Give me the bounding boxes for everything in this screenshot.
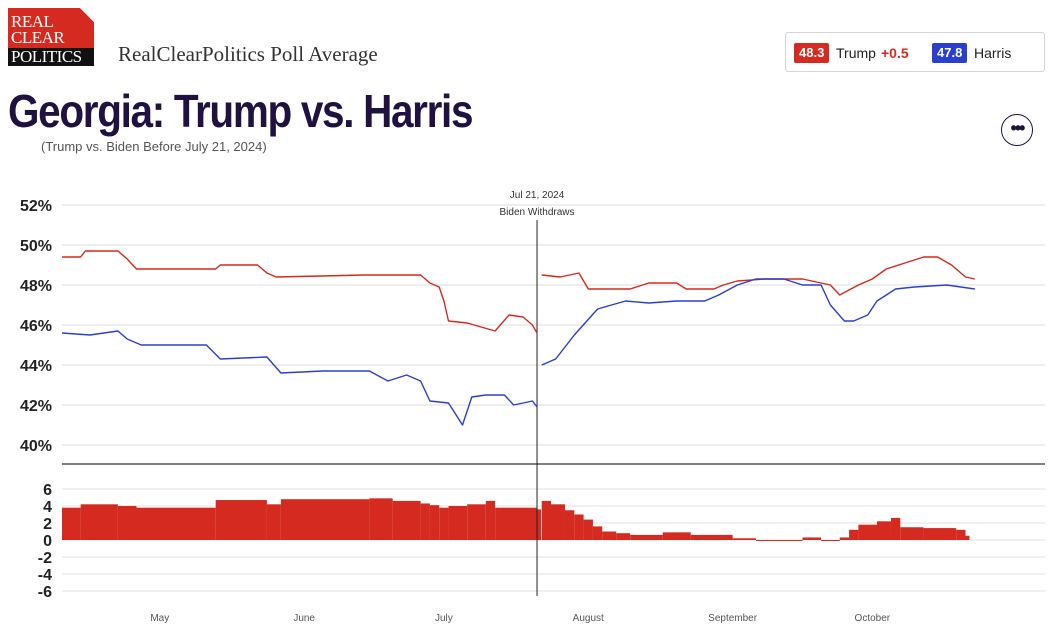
x-month-label: June	[293, 613, 315, 624]
spread-bar	[821, 540, 840, 541]
main-y-tick-label: 42%	[20, 398, 52, 415]
more-options-button[interactable]: •••	[1001, 114, 1033, 146]
spread-bar	[583, 519, 593, 540]
legend-box: 48.3 Trump +0.5 47.8 Harris	[785, 32, 1045, 72]
annotation-date: Jul 21, 2024	[510, 190, 565, 201]
main-y-tick-label: 48%	[20, 278, 52, 295]
spread-bar	[537, 509, 542, 540]
harris-series-line	[541, 278, 975, 366]
x-month-label: August	[573, 613, 604, 624]
spread-bar	[117, 506, 137, 540]
spread-y-tick-label: -4	[38, 567, 52, 584]
harris-value-badge: 47.8	[932, 43, 968, 63]
spread-bar	[802, 537, 822, 540]
trump-series-line	[541, 256, 975, 296]
spread-bar	[369, 498, 393, 540]
spread-y-tick-label: 6	[43, 482, 52, 499]
spread-bar	[215, 500, 267, 540]
spread-bar	[392, 500, 421, 540]
spread-bar	[602, 531, 617, 540]
spread-bar	[485, 500, 496, 540]
harris-series-line	[61, 330, 538, 426]
spread-bar	[732, 538, 756, 540]
x-month-label: September	[708, 613, 758, 624]
spread-bar	[858, 524, 877, 540]
spread-bar	[280, 499, 370, 540]
logo-line-1: REAL	[11, 12, 54, 31]
spread-bar	[765, 540, 803, 541]
spread-bar	[662, 532, 691, 540]
spread-bar	[849, 529, 859, 540]
spread-bar	[965, 535, 970, 540]
trump-value-badge: 48.3	[794, 43, 830, 63]
more-dots-icon: •••	[1010, 118, 1026, 138]
x-month-label: May	[150, 613, 169, 624]
spread-bar	[136, 507, 216, 540]
spread-bar	[690, 534, 733, 540]
spread-bar	[900, 527, 924, 540]
spread-bar	[630, 534, 663, 540]
spread-bar	[956, 529, 966, 540]
spread-bar	[266, 504, 281, 540]
spread-bar	[755, 540, 766, 541]
spread-bar	[839, 537, 850, 540]
main-y-tick-label: 46%	[20, 318, 52, 335]
spread-bar	[429, 505, 440, 540]
spread-y-tick-label: 4	[43, 499, 52, 516]
spread-bar	[495, 507, 538, 540]
spread-y-tick-label: -6	[38, 584, 52, 601]
main-y-tick-label: 50%	[20, 238, 52, 255]
harris-legend-name: Harris	[974, 45, 1012, 61]
spread-y-tick-label: -2	[38, 550, 52, 567]
spread-bar	[551, 504, 565, 540]
x-month-label: July	[435, 613, 453, 624]
spread-bar	[616, 533, 631, 540]
spread-bar	[448, 506, 468, 540]
spread-bar	[574, 514, 584, 540]
page-subtitle: (Trump vs. Biden Before July 21, 2024)	[41, 139, 267, 154]
logo-line-3: POLITICS	[8, 48, 94, 66]
main-y-tick-label: 44%	[20, 358, 52, 375]
rcp-logo[interactable]: REAL CLEAR POLITICS	[8, 8, 94, 66]
spread-bar	[564, 510, 575, 540]
x-month-label: October	[855, 613, 891, 624]
spread-bar	[80, 504, 118, 540]
brand-title: RealClearPolitics Poll Average	[118, 42, 378, 66]
logo-line-2: CLEAR	[11, 28, 65, 47]
spread-y-tick-label: 0	[43, 533, 52, 550]
spread-bar	[467, 504, 486, 540]
spread-bar	[592, 526, 603, 540]
spread-bar	[62, 507, 81, 540]
page-title: Georgia: Trump vs. Harris	[8, 85, 473, 137]
spread-bar	[890, 517, 901, 540]
trump-series-line	[62, 250, 538, 334]
main-y-tick-label: 40%	[20, 438, 52, 455]
spread-bar	[420, 503, 430, 540]
spread-bar	[923, 528, 957, 540]
annotation-label: Biden Withdraws	[500, 207, 575, 218]
spread-bar	[541, 500, 551, 540]
spread-bar	[439, 507, 449, 540]
trump-change: +0.5	[881, 45, 909, 61]
main-y-tick-label: 52%	[20, 198, 52, 215]
trump-legend-name: Trump	[836, 45, 876, 61]
spread-bar	[877, 521, 891, 540]
spread-y-tick-label: 2	[43, 516, 52, 533]
